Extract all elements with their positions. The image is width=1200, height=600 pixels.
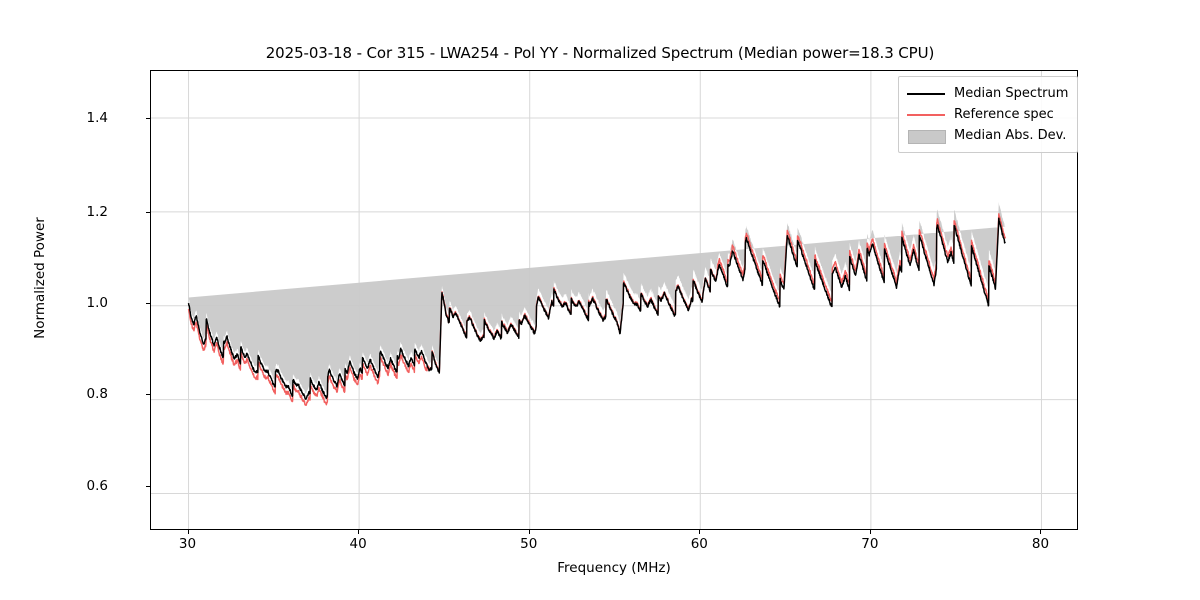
y-tick-label: 0.8 bbox=[86, 386, 108, 402]
y-tick-mark bbox=[146, 394, 150, 395]
x-tick-label: 40 bbox=[349, 536, 367, 552]
legend: Median Spectrum Reference spec Median Ab… bbox=[898, 76, 1079, 153]
legend-line-swatch-reference-spec bbox=[907, 108, 945, 122]
median-abs-dev-band bbox=[188, 202, 1006, 394]
page-title: 2025-03-18 - Cor 315 - LWA254 - Pol YY -… bbox=[265, 44, 935, 62]
x-tick-label: 50 bbox=[520, 536, 538, 552]
y-tick-mark bbox=[146, 118, 150, 119]
legend-label: Median Spectrum bbox=[954, 86, 1069, 101]
x-axis-label: Frequency (MHz) bbox=[557, 560, 671, 576]
x-tick-mark bbox=[358, 530, 360, 534]
median-spectrum-line bbox=[187, 217, 1006, 400]
x-tick-mark bbox=[699, 530, 701, 534]
x-tick-label: 70 bbox=[861, 536, 879, 552]
y-tick-label: 1.4 bbox=[86, 110, 108, 126]
legend-label: Median Abs. Dev. bbox=[954, 128, 1067, 143]
y-tick-mark bbox=[146, 486, 150, 487]
y-tick-label: 0.6 bbox=[86, 478, 108, 494]
legend-line-swatch-median-spectrum bbox=[907, 87, 945, 101]
legend-label: Reference spec bbox=[954, 107, 1054, 122]
x-tick-label: 80 bbox=[1031, 536, 1050, 552]
y-tick-mark bbox=[146, 212, 150, 213]
y-tick-label: 1.2 bbox=[86, 204, 108, 220]
x-tick-mark bbox=[1040, 530, 1042, 534]
legend-patch-swatch-median-abs-dev bbox=[907, 129, 946, 144]
legend-item-median-spectrum: Median Spectrum bbox=[907, 83, 1068, 104]
legend-item-median-abs-dev: Median Abs. Dev. bbox=[907, 125, 1068, 146]
x-tick-mark bbox=[187, 530, 189, 534]
x-tick-mark bbox=[869, 530, 871, 534]
y-tick-mark bbox=[146, 303, 150, 304]
y-tick-label: 1.0 bbox=[86, 295, 108, 311]
y-axis-label: Normalized Power bbox=[32, 217, 48, 339]
legend-item-reference-spec: Reference spec bbox=[907, 104, 1068, 125]
x-tick-label: 60 bbox=[690, 536, 708, 552]
spectrum-plot bbox=[151, 71, 1077, 529]
x-tick-label: 30 bbox=[178, 536, 197, 552]
x-tick-mark bbox=[528, 530, 530, 534]
